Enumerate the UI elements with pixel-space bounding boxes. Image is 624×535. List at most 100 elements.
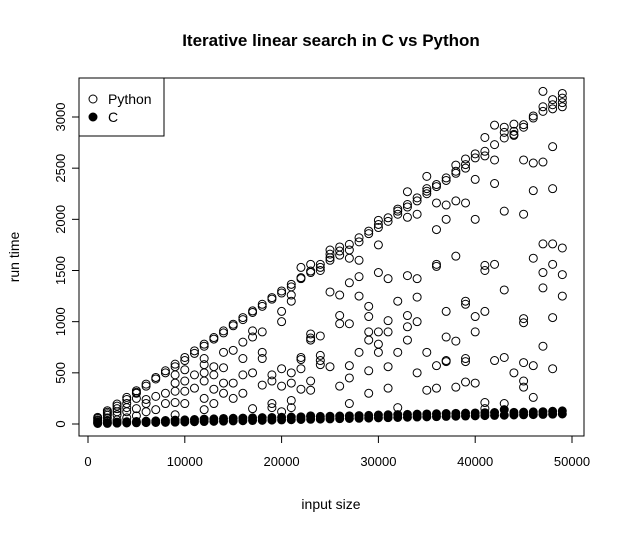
python-point (383, 383, 393, 393)
python-point (538, 268, 548, 278)
python-point (499, 352, 509, 362)
python-point (141, 407, 151, 417)
python-point (267, 294, 277, 304)
c-point (209, 414, 219, 424)
python-point (267, 370, 277, 380)
python-point (306, 268, 316, 278)
python-point (470, 153, 480, 163)
c-point (257, 413, 267, 423)
python-point (528, 186, 538, 196)
c-point (93, 418, 103, 428)
python-point (509, 130, 519, 140)
c-point (528, 407, 538, 417)
python-point (335, 250, 345, 260)
python-point (286, 395, 296, 405)
python-point (412, 209, 422, 219)
c-point (519, 407, 529, 417)
python-point (112, 407, 122, 417)
python-point (538, 341, 548, 351)
python-point (354, 237, 364, 247)
c-point (422, 409, 432, 419)
python-point (451, 196, 461, 206)
python-point (325, 245, 335, 255)
python-point (373, 223, 383, 233)
python-point (199, 368, 209, 378)
python-point (180, 356, 190, 366)
python-point (325, 255, 335, 265)
python-point (306, 335, 316, 345)
python-point (373, 327, 383, 337)
python-point (480, 151, 490, 161)
python-point (490, 120, 500, 130)
legend-box (78, 77, 165, 137)
python-point (325, 362, 335, 372)
python-point (277, 364, 287, 374)
python-point (170, 398, 180, 408)
python-point (170, 378, 180, 388)
python-point (470, 174, 480, 184)
legend: Python C (78, 77, 165, 137)
python-point (296, 274, 306, 284)
python-point (412, 196, 422, 206)
python-point (219, 328, 229, 338)
python-point (180, 365, 190, 375)
python-point (412, 368, 422, 378)
y-axis-label: run time (6, 232, 22, 283)
c-point (538, 407, 548, 417)
python-point (364, 226, 374, 236)
python-point (538, 86, 548, 96)
python-point (209, 370, 219, 380)
python-point (248, 368, 258, 378)
python-point (557, 102, 567, 112)
c-point (431, 409, 441, 419)
x-tick-label: 0 (84, 454, 91, 469)
python-point (557, 88, 567, 98)
python-point (470, 214, 480, 224)
python-point (538, 239, 548, 249)
python-point (112, 404, 122, 414)
python-point (431, 361, 441, 371)
python-point (548, 100, 558, 110)
python-point (131, 404, 141, 414)
python-point (451, 382, 461, 392)
python-point (519, 358, 529, 368)
python-point (219, 363, 229, 373)
python-point (383, 327, 393, 337)
python-point (209, 334, 219, 344)
x-tick-label: 30000 (360, 454, 396, 469)
python-point (180, 399, 190, 409)
python-point (431, 182, 441, 192)
python-point (315, 360, 325, 370)
python-point (373, 347, 383, 357)
python-point (548, 364, 558, 374)
c-point (238, 413, 248, 423)
python-point (470, 149, 480, 159)
python-point (441, 214, 451, 224)
python-point (461, 296, 471, 306)
python-point (509, 126, 519, 136)
python-point (461, 357, 471, 367)
c-point (480, 408, 490, 418)
c-point (344, 411, 354, 421)
python-point (122, 407, 132, 417)
python-point (480, 260, 490, 270)
python-point (151, 391, 161, 401)
python-point (422, 347, 432, 357)
python-point (228, 393, 238, 403)
python-point (451, 168, 461, 178)
python-point (296, 384, 306, 394)
python-point (441, 332, 451, 342)
python-point (519, 209, 529, 219)
c-point (441, 409, 451, 419)
python-point (422, 186, 432, 196)
python-point (257, 299, 267, 309)
python-point (267, 376, 277, 386)
python-point (528, 113, 538, 123)
python-point (286, 296, 296, 306)
python-point (373, 268, 383, 278)
python-point (548, 239, 558, 249)
python-point (209, 384, 219, 394)
python-point (490, 356, 500, 366)
python-point (238, 370, 248, 380)
